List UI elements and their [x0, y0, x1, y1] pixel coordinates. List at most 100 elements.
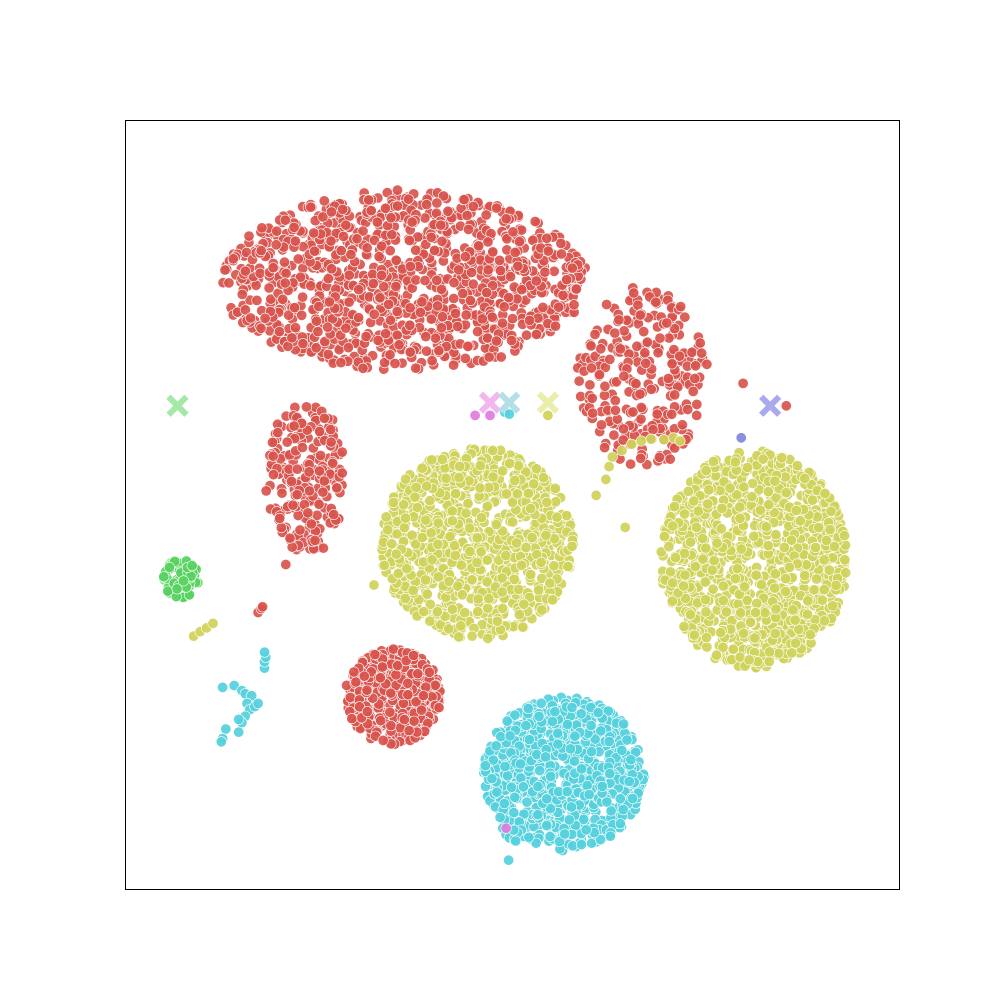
yellow-point — [540, 529, 552, 541]
red-point — [459, 251, 471, 263]
red-point — [689, 372, 701, 384]
yellow-point — [720, 606, 732, 618]
red-point — [613, 314, 625, 326]
red-point — [325, 235, 337, 247]
red-point — [650, 296, 662, 308]
yellow-point — [691, 521, 703, 533]
yellow-point — [471, 556, 483, 568]
red-point — [507, 313, 519, 325]
yellow-point — [813, 522, 825, 534]
red-point — [541, 232, 553, 244]
yellow-point — [810, 541, 822, 553]
red-point — [495, 351, 507, 363]
yellow-point — [700, 465, 712, 477]
yellow-point — [717, 595, 729, 607]
yellow-point — [390, 548, 402, 560]
yellow-point — [700, 632, 712, 644]
red-point — [429, 245, 441, 257]
red-point — [429, 332, 441, 344]
red-point — [503, 292, 515, 304]
yellow-point — [547, 594, 559, 606]
red-point — [417, 690, 429, 702]
yellow-point — [717, 580, 729, 592]
red-point — [358, 670, 370, 682]
red-point — [473, 240, 485, 252]
red-point — [609, 395, 621, 407]
red-point — [432, 300, 444, 312]
red-point — [516, 284, 528, 296]
yellow-point — [509, 474, 521, 486]
red-point — [496, 317, 508, 329]
red-point — [343, 296, 355, 308]
yellow-point — [741, 461, 753, 473]
red-point — [461, 210, 473, 222]
red-point — [436, 235, 448, 247]
red-point — [390, 280, 402, 292]
cyan-point — [495, 731, 507, 743]
red-point — [402, 677, 414, 689]
red-point — [487, 246, 499, 258]
yellow-point — [464, 522, 476, 534]
yellow-point — [769, 627, 781, 639]
red-point — [256, 222, 268, 234]
red-point — [336, 467, 348, 479]
red-point — [271, 225, 283, 237]
red-point — [431, 197, 443, 209]
red-point — [691, 398, 703, 410]
red-point — [453, 264, 465, 276]
red-point — [701, 358, 713, 370]
yellow-point — [759, 607, 771, 619]
yellow-point — [667, 577, 679, 589]
red-point — [486, 311, 498, 323]
cyan-point — [504, 730, 516, 742]
red-point — [305, 201, 317, 213]
yellow-point — [483, 593, 495, 605]
red-point — [251, 294, 263, 306]
yellow-point — [684, 609, 696, 621]
yellow-point — [501, 488, 513, 500]
red-point — [593, 369, 605, 381]
red-point — [345, 249, 357, 261]
red-point — [674, 350, 686, 362]
red-point — [634, 309, 646, 321]
yellow-point — [533, 584, 545, 596]
yellow-point — [536, 604, 548, 616]
red-point — [661, 317, 673, 329]
red-point — [336, 446, 348, 458]
yellow-point — [386, 538, 398, 550]
red-point — [512, 260, 524, 272]
red-point — [435, 322, 447, 334]
yellow-point — [737, 627, 749, 639]
red-point — [513, 236, 525, 248]
cyan-point — [501, 715, 513, 727]
red-point — [310, 315, 322, 327]
red-point — [361, 706, 373, 718]
red-point — [539, 266, 551, 278]
yellow-point — [839, 554, 851, 566]
cyan-point — [614, 793, 626, 805]
red-point — [480, 209, 492, 221]
cyan-point — [614, 818, 626, 830]
yellow-point — [808, 584, 820, 596]
yellow-point — [764, 646, 776, 658]
yellow-point — [827, 600, 839, 612]
yellow-point — [679, 508, 691, 520]
red-point — [312, 326, 324, 338]
red-point — [524, 314, 536, 326]
red-point — [529, 216, 541, 228]
yellow-point — [416, 462, 428, 474]
red-point — [425, 231, 437, 243]
red-point — [351, 233, 363, 245]
yellow-point — [715, 523, 727, 535]
yellow-point — [551, 511, 563, 523]
yellow-point — [729, 573, 741, 585]
red-point — [398, 713, 410, 725]
red-point — [542, 245, 554, 257]
yellow-point — [487, 445, 499, 457]
yellow-point — [746, 491, 758, 503]
yellow-point — [751, 597, 763, 609]
yellow-point — [757, 453, 769, 465]
red-point — [376, 661, 388, 673]
yellow-point — [678, 620, 690, 632]
yellow-point — [421, 480, 433, 492]
